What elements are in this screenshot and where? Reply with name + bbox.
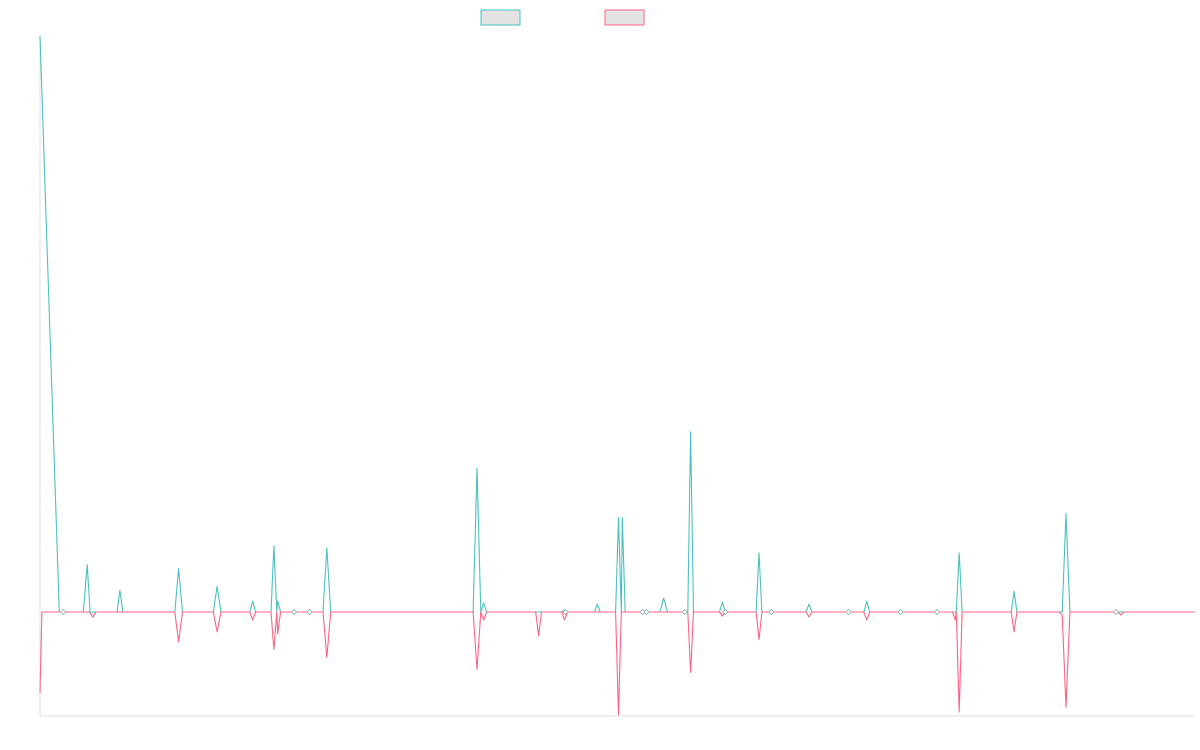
- axes: [39, 36, 1195, 717]
- point-marker-7: [681, 608, 688, 616]
- point-marker-5: [643, 608, 650, 616]
- point-marker-10: [845, 608, 852, 616]
- point-marker-2: [306, 608, 313, 616]
- point-marker-3: [291, 608, 298, 616]
- legend-swatch-1: [480, 9, 521, 26]
- point-marker-9: [768, 608, 775, 616]
- series-line-2: [39, 611, 1195, 716]
- legend: [480, 9, 645, 26]
- marker-layer: [60, 608, 1120, 616]
- point-marker-4: [562, 608, 569, 616]
- point-marker-12: [933, 608, 941, 616]
- point-marker-6: [639, 608, 646, 616]
- legend-swatch-2: [604, 9, 645, 26]
- point-marker-8: [722, 608, 729, 616]
- point-marker-1: [60, 608, 67, 616]
- point-marker-13: [1113, 608, 1120, 616]
- series-layer: [39, 35, 1195, 716]
- series-line-1: [39, 35, 1195, 613]
- point-marker-11: [897, 608, 904, 616]
